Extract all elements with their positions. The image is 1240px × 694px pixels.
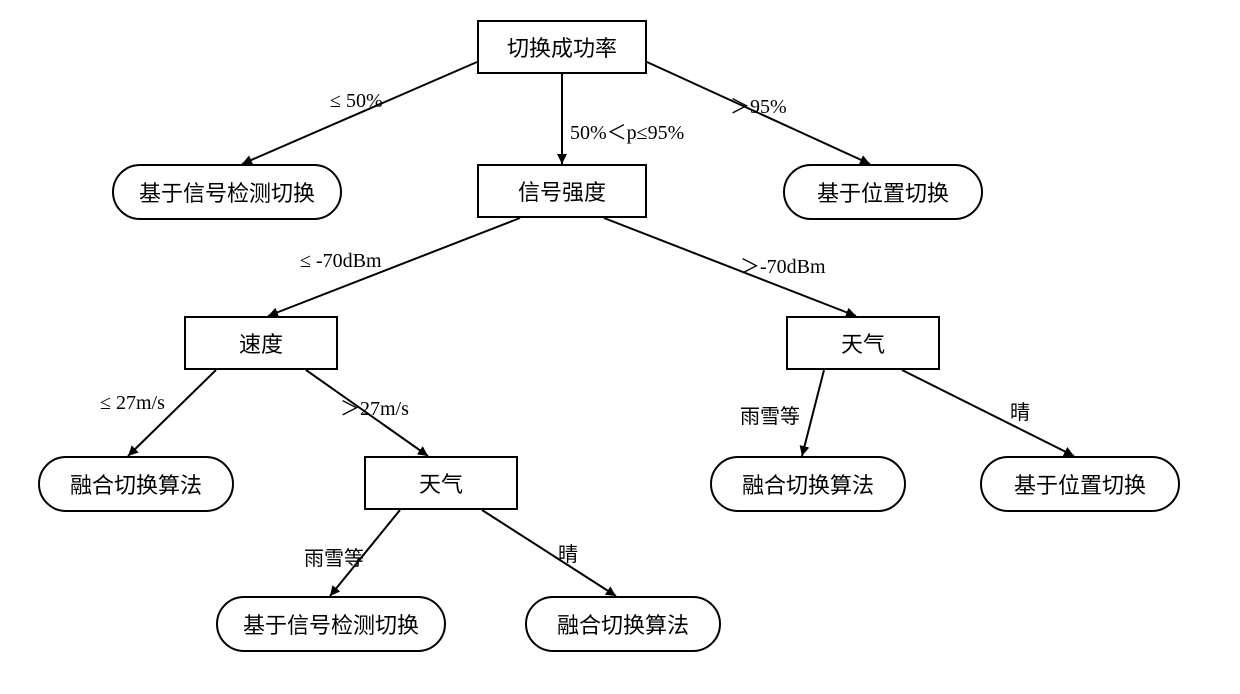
edge-label: ＞27m/s [340,392,409,421]
node-label: 天气 [841,327,885,359]
node-label: 融合切换算法 [70,468,202,500]
node-sig_det2: 基于信号检测切换 [216,596,446,652]
edge-label: ≤ -70dBm [300,250,382,273]
node-pos_sw2: 基于位置切换 [980,456,1180,512]
node-fusion2: 融合切换算法 [710,456,906,512]
node-label: 天气 [419,467,463,499]
node-sig_str: 信号强度 [477,164,647,218]
edge-line [482,510,616,596]
edge-label: 晴 [558,538,578,567]
edge-label: 晴 [1010,396,1030,425]
edge-label: 雨雪等 [304,542,364,571]
node-label: 基于信号检测切换 [139,176,315,208]
edge-label: ≤ 27m/s [100,392,165,415]
node-label: 基于位置切换 [1014,468,1146,500]
node-label: 信号强度 [518,175,606,207]
edge-label: ＞-70dBm [740,250,826,279]
edge-label: ＞95% [730,90,787,119]
node-label: 融合切换算法 [742,468,874,500]
node-label: 融合切换算法 [557,608,689,640]
node-speed: 速度 [184,316,338,370]
node-fusion3: 融合切换算法 [525,596,721,652]
node-label: 切换成功率 [507,31,617,63]
edge-label: 雨雪等 [740,400,800,429]
node-sig_det1: 基于信号检测切换 [112,164,342,220]
edge-label: ≤ 50% [330,90,383,113]
node-fusion1: 融合切换算法 [38,456,234,512]
edge-line [242,62,477,164]
node-pos_sw1: 基于位置切换 [783,164,983,220]
edge-label: 50%＜p≤95% [570,116,684,145]
node-label: 基于信号检测切换 [243,608,419,640]
node-label: 速度 [239,327,283,359]
node-weather1: 天气 [786,316,940,370]
edge-line [802,370,824,456]
node-root: 切换成功率 [477,20,647,74]
edge-line [902,370,1074,456]
node-weather2: 天气 [364,456,518,510]
node-label: 基于位置切换 [817,176,949,208]
